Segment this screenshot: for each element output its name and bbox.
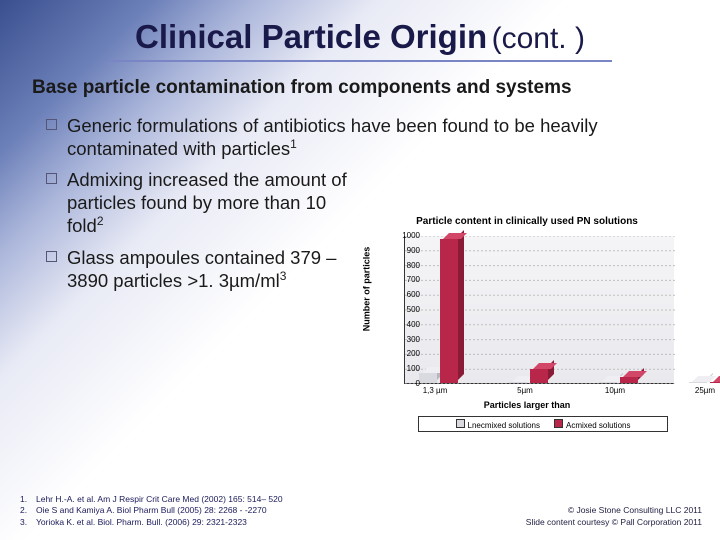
legend-item: Acmixed solutions	[554, 419, 630, 430]
chart-bar	[419, 373, 437, 383]
chart-bar	[440, 239, 458, 383]
chart-y-tick: 300	[392, 335, 420, 344]
chart-y-tick: 600	[392, 290, 420, 299]
chart-x-tick: 5µm	[500, 386, 550, 395]
bullet-item: Generic formulations of antibiotics have…	[46, 114, 692, 160]
slide-subtitle: Base particle contamination from compone…	[32, 76, 692, 100]
legend-swatch	[456, 419, 465, 428]
reference-row: 3.Yorioka K. et al. Biol. Pharm. Bull. (…	[20, 517, 283, 528]
legend-item: Lnecmixed solutions	[456, 419, 540, 430]
credit-line-2: Slide content courtesy © Pall Corporatio…	[526, 517, 702, 528]
references: 1.Lehr H.-A. et al. Am J Respir Crit Car…	[20, 494, 283, 528]
chart-x-tick: 25µm	[680, 386, 720, 395]
chart-bar	[620, 377, 638, 383]
slide: Clinical Particle Origin (cont. ) Base p…	[0, 0, 720, 540]
bullet-sup: 2	[97, 214, 104, 228]
legend-swatch	[554, 419, 563, 428]
bullet-text: Admixing increased the amount of particl…	[67, 168, 367, 238]
checkbox-icon	[46, 251, 57, 262]
credit-line-1: © Josie Stone Consulting LLC 2011	[526, 505, 702, 516]
chart-title: Particle content in clinically used PN s…	[362, 216, 692, 227]
chart-y-tick: 100	[392, 364, 420, 373]
chart-y-tick: 800	[392, 261, 420, 270]
reference-text: Yorioka K. et al. Biol. Pharm. Bull. (20…	[36, 517, 247, 528]
reference-text: Oie S and Kamiya A. Biol Pharm Bull (200…	[36, 505, 267, 516]
checkbox-icon	[46, 173, 57, 184]
chart-y-label: Number of particles	[361, 247, 371, 332]
legend-label: Lnecmixed solutions	[468, 421, 540, 430]
bullet-sup: 1	[290, 137, 297, 151]
chart-bar	[530, 369, 548, 383]
chart-bar	[599, 382, 617, 383]
reference-number: 1.	[20, 494, 36, 505]
reference-text: Lehr H.-A. et al. Am J Respir Crit Care …	[36, 494, 283, 505]
checkbox-icon	[46, 119, 57, 130]
chart-legend: Lnecmixed solutions Acmixed solutions	[418, 416, 668, 432]
reference-row: 2.Oie S and Kamiya A. Biol Pharm Bull (2…	[20, 505, 283, 516]
chart-plot-area	[404, 236, 674, 384]
chart-y-tick: 700	[392, 275, 420, 284]
particle-chart: Particle content in clinically used PN s…	[362, 214, 692, 436]
chart-y-tick: 500	[392, 305, 420, 314]
chart-y-tick: 400	[392, 320, 420, 329]
title-block: Clinical Particle Origin (cont. )	[28, 18, 692, 56]
reference-number: 3.	[20, 517, 36, 528]
chart-y-tick: 1000	[392, 231, 420, 240]
chart-x-label: Particles larger than	[362, 400, 692, 410]
chart-x-tick: 10µm	[590, 386, 640, 395]
chart-y-tick: 200	[392, 349, 420, 358]
bullet-text: Glass ampoules contained 379 – 3890 part…	[67, 246, 367, 292]
slide-title: Clinical Particle Origin	[135, 18, 487, 55]
bullet-sup: 3	[280, 269, 287, 283]
reference-row: 1.Lehr H.-A. et al. Am J Respir Crit Car…	[20, 494, 283, 505]
chart-bar	[509, 382, 527, 383]
chart-bar	[710, 382, 720, 383]
credit-block: © Josie Stone Consulting LLC 2011 Slide …	[526, 505, 702, 528]
bullet-text: Generic formulations of antibiotics have…	[67, 114, 692, 160]
chart-x-tick: 1,3 µm	[410, 386, 460, 395]
reference-number: 2.	[20, 505, 36, 516]
chart-bar	[689, 382, 707, 383]
slide-title-suffix: (cont. )	[492, 22, 585, 55]
title-underline	[108, 60, 612, 62]
legend-label: Acmixed solutions	[566, 421, 630, 430]
chart-y-tick: 900	[392, 246, 420, 255]
